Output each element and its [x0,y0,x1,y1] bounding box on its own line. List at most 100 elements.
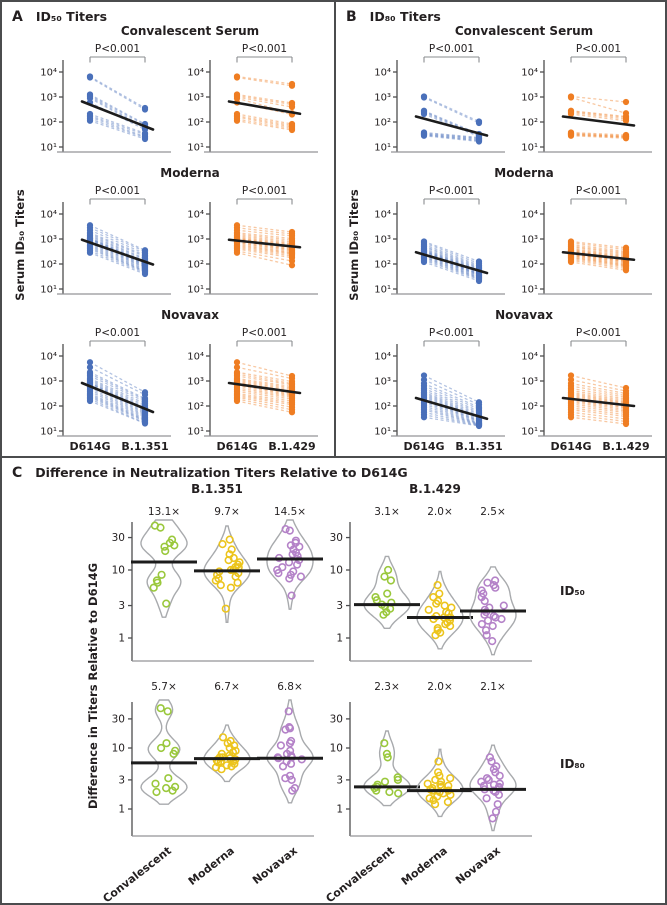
median-line [227,238,302,249]
x-tick-label: B.1.351 [455,440,502,453]
x-category-label: Convalescent [101,844,174,905]
data-point [482,631,491,640]
data-point [281,524,290,534]
panel-c-letter: C [12,465,23,481]
panel-a-y-axis-label: Serum ID₅₀ Titers [13,189,27,301]
data-point [567,94,575,101]
data-point [477,620,487,629]
pair-line [423,134,480,142]
data-point [494,790,504,800]
median-line [80,381,155,414]
pair-line [236,227,293,235]
data-point [216,580,225,590]
data-point [286,759,296,768]
pair-line [423,403,480,424]
pair-line [423,407,480,425]
pair-line [89,234,146,260]
data-point [386,576,396,585]
y-tick-label: 10³ [40,93,57,104]
data-point [488,637,497,646]
pair-line [570,379,627,392]
pair-line [423,255,480,277]
fold-change-label: 2.5× [480,506,506,518]
data-point [284,707,293,716]
y-tick-label: 10¹ [187,143,204,154]
pair-line [236,379,293,389]
y-tick-label: 10 [112,743,125,755]
y-tick-label: 1 [118,804,125,816]
data-point [288,126,296,134]
pair-line [570,243,627,253]
data-point [420,258,428,266]
median-line [414,250,489,275]
pair-line [236,248,293,259]
data-point [567,132,575,139]
data-point [382,749,392,759]
variant-column-title: B.1.429 [409,482,461,496]
data-point [379,610,388,619]
pair-line [236,385,293,396]
violin-outline [203,724,251,783]
pair-line [423,256,480,278]
violin-outline [266,519,314,610]
y-tick-label: 1 [118,633,125,645]
pair-line [570,240,627,249]
data-point [288,786,297,795]
pair-line [89,245,146,271]
pair-line [423,135,480,143]
pair-line [423,253,480,275]
y-tick-label: 10² [40,402,57,413]
pair-line [423,259,480,281]
pair-line [570,416,627,425]
y-tick-label: 10³ [374,235,391,246]
pair-line [423,240,480,263]
panel-c-header: C Difference in Neutralization Titers Re… [12,465,408,481]
pair-line [89,252,146,275]
data-point [433,580,442,590]
data-point [152,787,161,797]
data-point [440,601,449,610]
pair-line [89,76,146,111]
fold-change-label: 9.7× [214,506,240,518]
pair-line [570,255,627,266]
data-point [475,138,483,145]
data-point [162,599,171,608]
group-title: Convalescent Serum [121,24,259,38]
group-title: Novavax [495,308,553,322]
y-tick-label: 10¹ [521,427,538,438]
data-point [151,779,160,788]
y-tick-label: 10³ [40,377,57,388]
pair-line [423,409,480,426]
data-point [233,578,242,587]
data-point [420,372,428,379]
y-tick-label: 10⁴ [374,68,391,79]
x-tick-label: D614G [69,440,110,453]
y-tick-label: 10⁴ [374,352,391,363]
pair-line [236,115,293,127]
pair-line [570,399,627,408]
pair-line [89,375,146,403]
pair-line [570,95,627,103]
data-point [218,539,227,549]
pair-line [236,240,293,251]
pair-line [236,229,293,237]
panel-b: B ID₈₀ Titers Serum ID₈₀ Titers Convales… [336,2,665,457]
p-value-label: P<0.001 [429,43,474,55]
data-point [380,739,389,748]
y-tick-label: 10² [521,118,538,129]
data-point [161,546,170,556]
y-tick-label: 10³ [521,235,538,246]
y-tick-label: 10² [187,260,204,271]
pair-line [89,387,146,416]
data-point [227,545,236,554]
median-line [414,115,489,137]
data-point [485,753,495,762]
pair-line [570,245,627,254]
fold-change-label: 2.3× [374,681,400,693]
data-point [380,572,389,581]
data-point [296,572,306,581]
data-point [288,257,296,265]
data-point [233,359,241,366]
